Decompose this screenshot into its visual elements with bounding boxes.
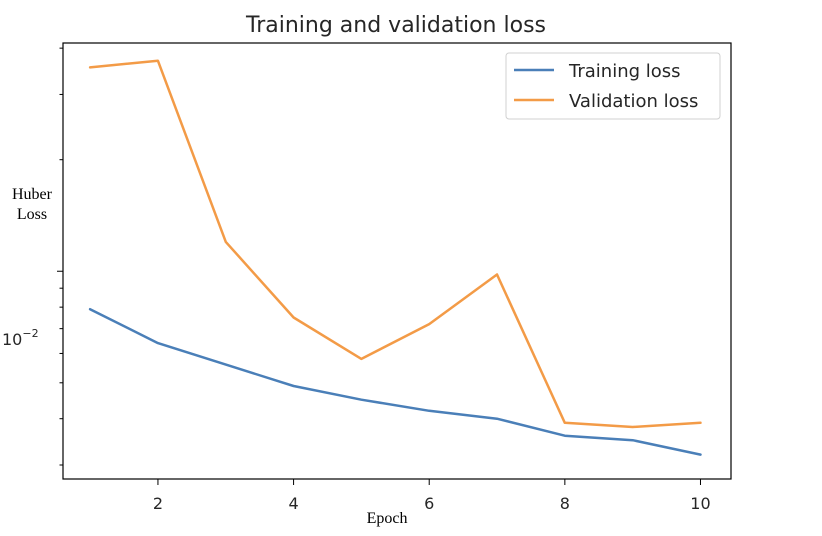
chart-title: Training and validation loss bbox=[245, 13, 546, 38]
series-layer bbox=[88, 59, 702, 456]
plot-frame bbox=[62, 42, 732, 480]
x-tick-label-10: 10 bbox=[690, 494, 710, 513]
series-line-validation-loss bbox=[88, 59, 702, 429]
y-axis-label-line1: Huber bbox=[12, 186, 53, 203]
x-tick-label-8: 8 bbox=[560, 494, 570, 513]
legend-label-training: Training loss bbox=[568, 61, 681, 82]
x-tick-label-2: 2 bbox=[153, 494, 163, 513]
x-tick-label-4: 4 bbox=[288, 494, 298, 513]
legend: Training loss Validation loss bbox=[505, 52, 721, 120]
legend-label-validation: Validation loss bbox=[569, 91, 698, 112]
y-axis-label-line2: Loss bbox=[17, 206, 47, 223]
x-axis-label: Epoch bbox=[367, 510, 408, 527]
y-tick-label-0.01: 10−2 bbox=[2, 327, 39, 349]
series-line-training-loss bbox=[88, 307, 702, 456]
x-tick-label-6: 6 bbox=[424, 494, 434, 513]
axis-layer: 2 4 6 8 10 bbox=[57, 47, 711, 513]
legend-box bbox=[505, 52, 721, 120]
